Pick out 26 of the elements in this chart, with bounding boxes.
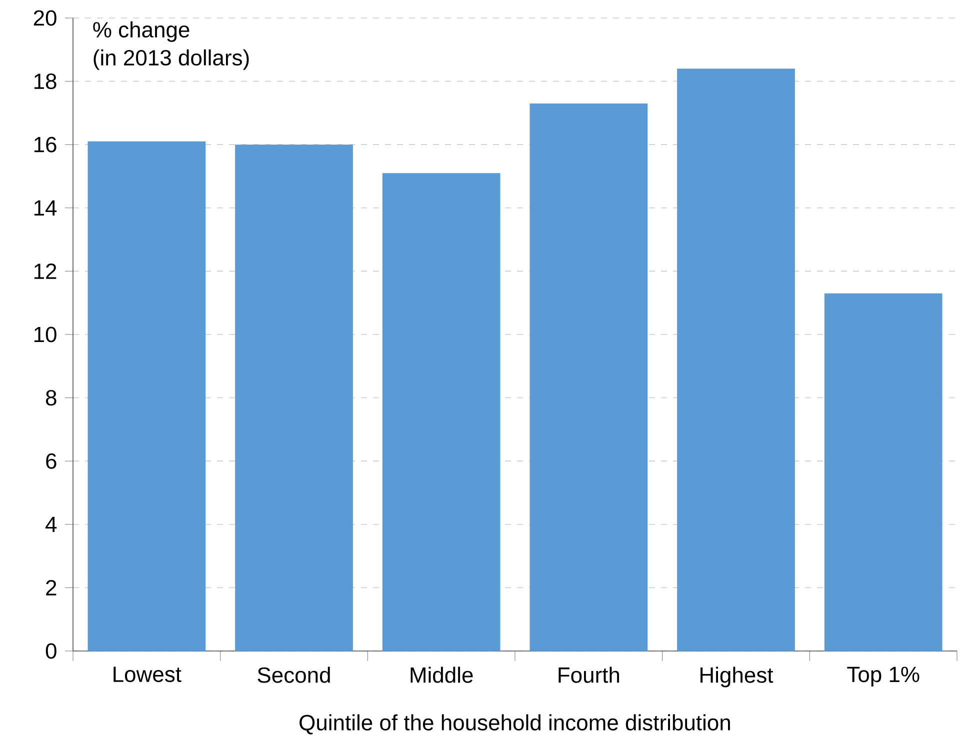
y-tick-label: 20 [34,10,56,26]
bar [382,173,500,651]
y-axis-title: % change [93,21,190,42]
y-tick-label: 8 [46,390,56,406]
y-tick-label: 14 [34,200,57,216]
x-tick-label: Second [258,666,330,683]
bar [235,144,353,651]
x-tick-label: Middle [410,666,473,683]
x-tick-label: Top 1% [847,666,920,687]
y-tick-label: 4 [46,516,57,532]
annotation: (in 2013 dollars) [94,49,249,70]
y-tick-label: 12 [34,264,56,279]
y-tick-label: 6 [46,453,56,469]
bar [824,293,942,651]
y-tick-label: 18 [34,74,56,90]
x-tick-label: Highest [700,666,774,688]
bar [88,141,206,651]
bar [530,103,648,651]
y-tick-label: 2 [46,580,56,596]
x-axis-title: Quintile of the household income distribution [300,714,730,734]
x-tick-label: Fourth [558,666,620,683]
bar [677,68,795,651]
y-tick-label: 10 [34,326,56,342]
y-tick-label: 0 [46,643,56,659]
x-tick-label: Lowest [114,666,182,682]
y-tick-label: 16 [34,136,56,152]
